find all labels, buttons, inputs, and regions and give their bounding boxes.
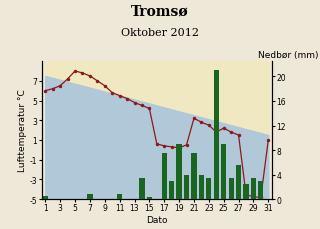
X-axis label: Dato: Dato — [146, 215, 168, 224]
Bar — [169, 181, 174, 199]
Bar — [191, 153, 196, 199]
Bar — [236, 166, 241, 199]
Bar — [244, 184, 249, 199]
Bar — [117, 194, 122, 199]
Text: Nedbør (mm): Nedbør (mm) — [258, 51, 318, 60]
Bar — [251, 178, 256, 199]
Bar — [87, 194, 92, 199]
Bar — [177, 144, 182, 199]
Bar — [206, 178, 212, 199]
Bar — [221, 144, 226, 199]
Bar — [139, 178, 145, 199]
Y-axis label: Lufttemperatur °C: Lufttemperatur °C — [18, 89, 27, 172]
Bar — [43, 196, 48, 199]
Bar — [184, 175, 189, 199]
Bar — [258, 181, 263, 199]
Bar — [162, 153, 167, 199]
Text: Tromsø: Tromsø — [131, 5, 189, 19]
Bar — [199, 175, 204, 199]
Bar — [147, 197, 152, 199]
Bar — [214, 71, 219, 199]
Bar — [228, 178, 234, 199]
Text: Oktober 2012: Oktober 2012 — [121, 27, 199, 37]
